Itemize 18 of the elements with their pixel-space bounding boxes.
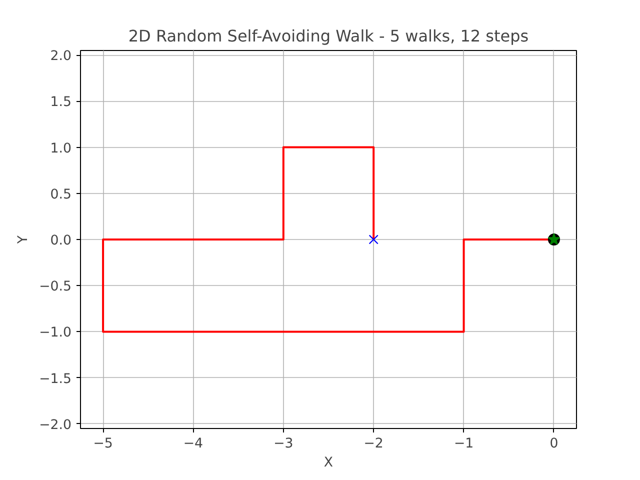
chart-title: 2D Random Self-Avoiding Walk - 5 walks, 12 steps xyxy=(128,26,529,46)
x-tick-label: −5 xyxy=(93,436,113,452)
y-tick-label: −1.0 xyxy=(39,326,72,341)
y-axis-title: Y xyxy=(16,234,32,245)
y-tick-label: −0.5 xyxy=(39,280,72,295)
x-tick-label: −1 xyxy=(454,436,474,452)
y-tick-label: −1.5 xyxy=(39,372,72,387)
x-tick-label: −2 xyxy=(364,436,384,452)
x-tick-label: 0 xyxy=(550,436,558,452)
y-tick-label: 1.5 xyxy=(50,95,72,110)
y-tick-label: 1.0 xyxy=(50,141,72,156)
x-axis-title: X xyxy=(324,456,334,470)
y-tick-label: 0.0 xyxy=(50,234,72,248)
y-tick-label: −2.0 xyxy=(39,418,72,433)
y-tick-label: 0.5 xyxy=(50,187,72,202)
x-tick-label: −3 xyxy=(274,436,294,452)
y-tick-label: 2.0 xyxy=(50,49,72,64)
x-tick-label: −4 xyxy=(183,436,204,452)
